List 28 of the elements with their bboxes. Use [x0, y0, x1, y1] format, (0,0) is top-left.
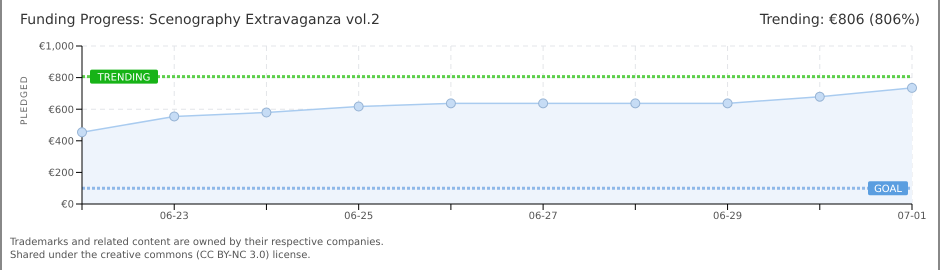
point	[722, 98, 733, 108]
x-tick-label: 06-25	[344, 211, 374, 222]
point	[907, 82, 917, 93]
y-tick-label: €800	[48, 73, 74, 84]
ref-line-label: GOAL	[874, 184, 902, 196]
y-tick-label: €1,000	[39, 42, 74, 53]
y-axis-title: PLEDGED	[20, 75, 30, 125]
point	[354, 102, 364, 112]
chart-subtitle: Trending: €806 (806%)	[760, 12, 920, 28]
x-tick-label: 06-29	[713, 211, 742, 222]
x-tick-label: 07-01	[897, 211, 927, 222]
x-tick-label: 06-23	[160, 211, 189, 222]
y-tick-label: €0	[61, 200, 74, 211]
y-tick-label: €600	[48, 104, 74, 116]
text: Shared under the creative commons (CC BY-NC 3.0) license.	[10, 249, 312, 262]
point	[77, 127, 87, 138]
point	[630, 98, 640, 108]
y-tick-label: €200	[48, 168, 74, 179]
point	[538, 98, 548, 108]
y-tick-label: €400	[48, 136, 74, 148]
point	[446, 98, 456, 108]
text: Trademarks and related content are owned by their respective companies.	[10, 236, 384, 249]
point	[169, 111, 180, 122]
ref-line-label: TRENDING	[96, 72, 150, 84]
chart-title: Funding Progress: Scenography Extravaganza vol.2	[20, 12, 380, 28]
point	[814, 92, 825, 102]
point	[261, 108, 272, 118]
x-tick-label: 06-27	[528, 211, 558, 222]
